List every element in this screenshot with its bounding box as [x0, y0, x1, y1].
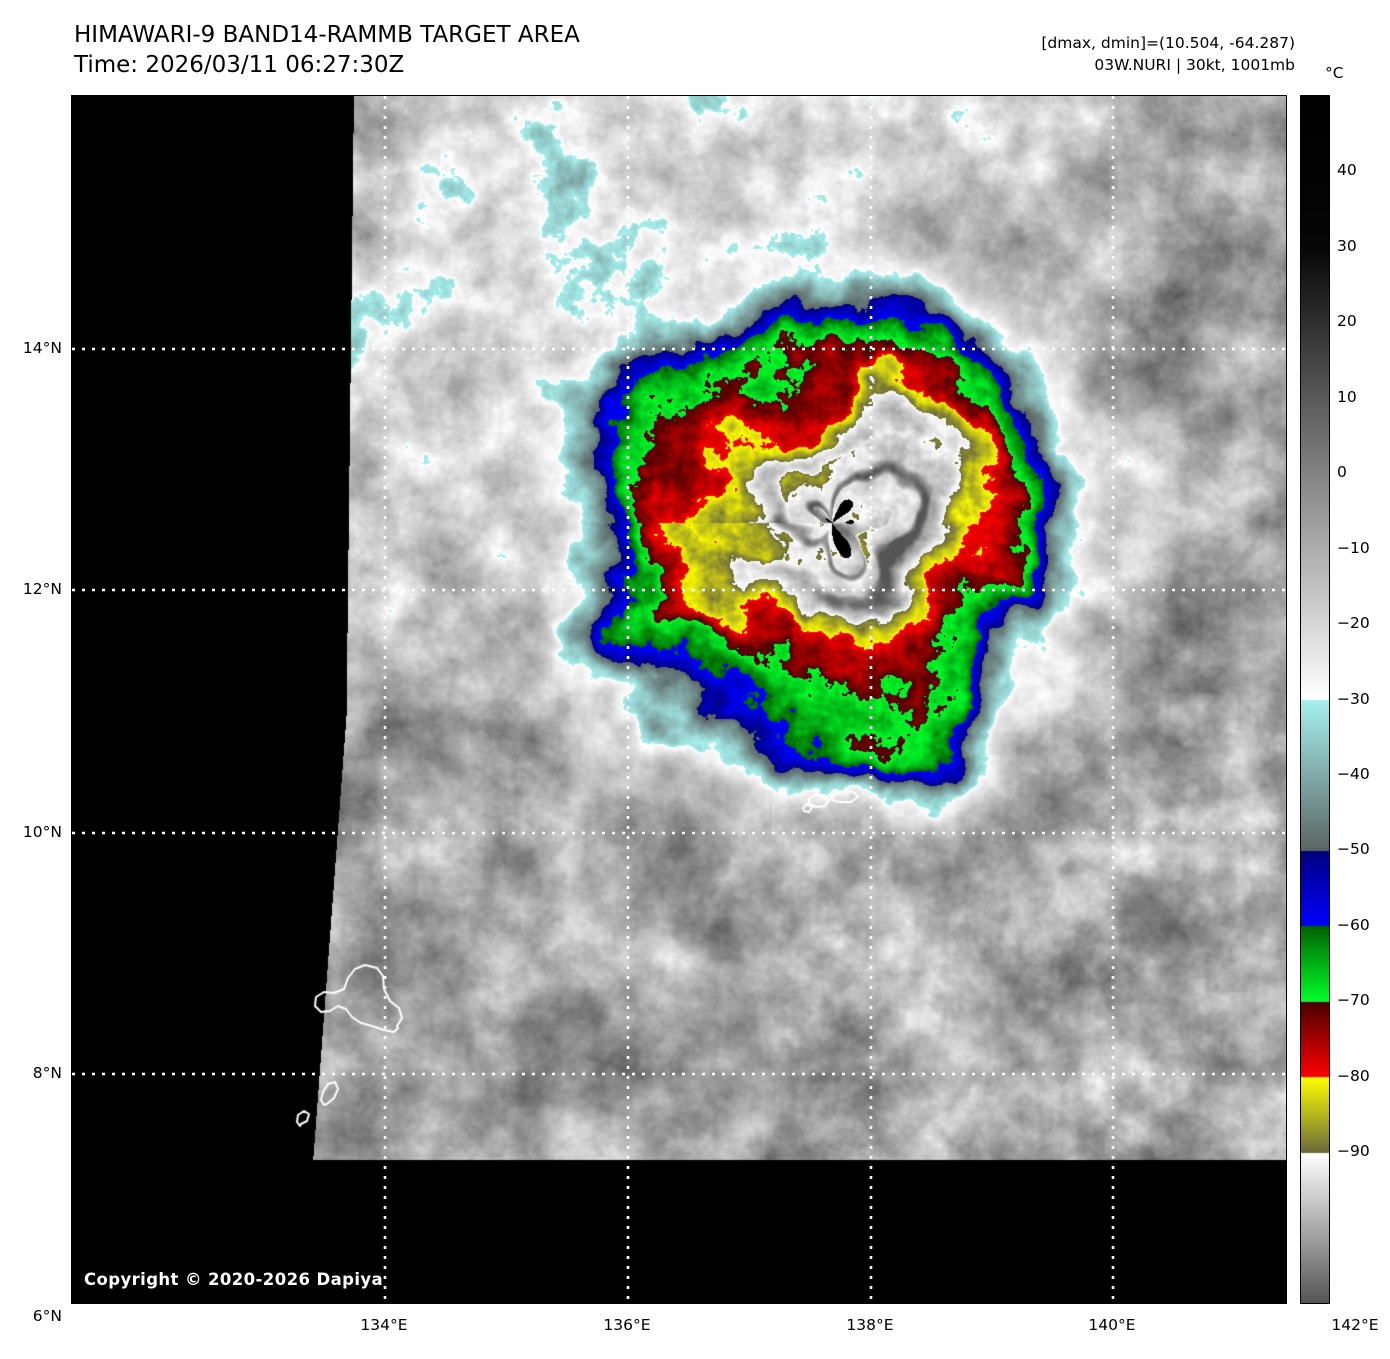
- lon-tick-label: 136°E: [603, 1316, 651, 1334]
- temperature-colorbar[interactable]: [1300, 95, 1330, 1304]
- colorbar-tick-label: 10: [1337, 387, 1357, 406]
- colorbar-tick-label: 30: [1337, 236, 1357, 255]
- lat-tick-label: 10°N: [22, 823, 62, 841]
- lat-tick-label: 14°N: [22, 339, 62, 357]
- lat-tick-label: 12°N: [22, 580, 62, 598]
- colorbar-tick-label: −90: [1337, 1142, 1370, 1161]
- colorbar-tick-label: −80: [1337, 1066, 1370, 1085]
- colorbar-tick-label: −50: [1337, 840, 1370, 859]
- lon-tick-label: 134°E: [360, 1316, 408, 1334]
- header-metadata: [dmax, dmin]=(10.504, -64.287) 03W.NURI …: [1041, 32, 1295, 77]
- dmax-dmin-readout: [dmax, dmin]=(10.504, -64.287): [1041, 34, 1295, 52]
- colorbar-tick-label: 20: [1337, 312, 1357, 331]
- satellite-imagery-canvas: [72, 96, 1286, 1303]
- title-line-1: HIMAWARI-9 BAND14-RAMMB TARGET AREA: [74, 22, 580, 48]
- satellite-image-plot[interactable]: Copyright © 2020-2026 Dapiya: [71, 95, 1287, 1304]
- copyright-notice: Copyright © 2020-2026 Dapiya: [84, 1270, 384, 1289]
- lon-tick-label: 142°E: [1331, 1316, 1379, 1334]
- colorbar-tick-label: −30: [1337, 689, 1370, 708]
- colorbar-tick-label: −40: [1337, 764, 1370, 783]
- colorbar-gradient: [1301, 96, 1329, 1303]
- lon-tick-label: 138°E: [846, 1316, 894, 1334]
- storm-intensity-readout: 03W.NURI | 30kt, 1001mb: [1094, 56, 1295, 75]
- colorbar-unit-label: °C: [1325, 64, 1344, 82]
- colorbar-tick-label: −60: [1337, 915, 1370, 934]
- colorbar-tick-label: 0: [1337, 463, 1347, 482]
- colorbar-tick-label: −70: [1337, 991, 1370, 1010]
- lat-tick-label: 6°N: [32, 1307, 62, 1325]
- colorbar-tick-label: −10: [1337, 538, 1370, 557]
- colorbar-tick-label: 40: [1337, 161, 1357, 180]
- title-line-2: Time: 2026/03/11 06:27:30Z: [74, 52, 405, 79]
- lat-tick-label: 8°N: [32, 1064, 62, 1082]
- page-title: HIMAWARI-9 BAND14-RAMMB TARGET AREA Time…: [74, 20, 580, 81]
- lon-tick-label: 140°E: [1088, 1316, 1136, 1334]
- colorbar-tick-label: −20: [1337, 614, 1370, 633]
